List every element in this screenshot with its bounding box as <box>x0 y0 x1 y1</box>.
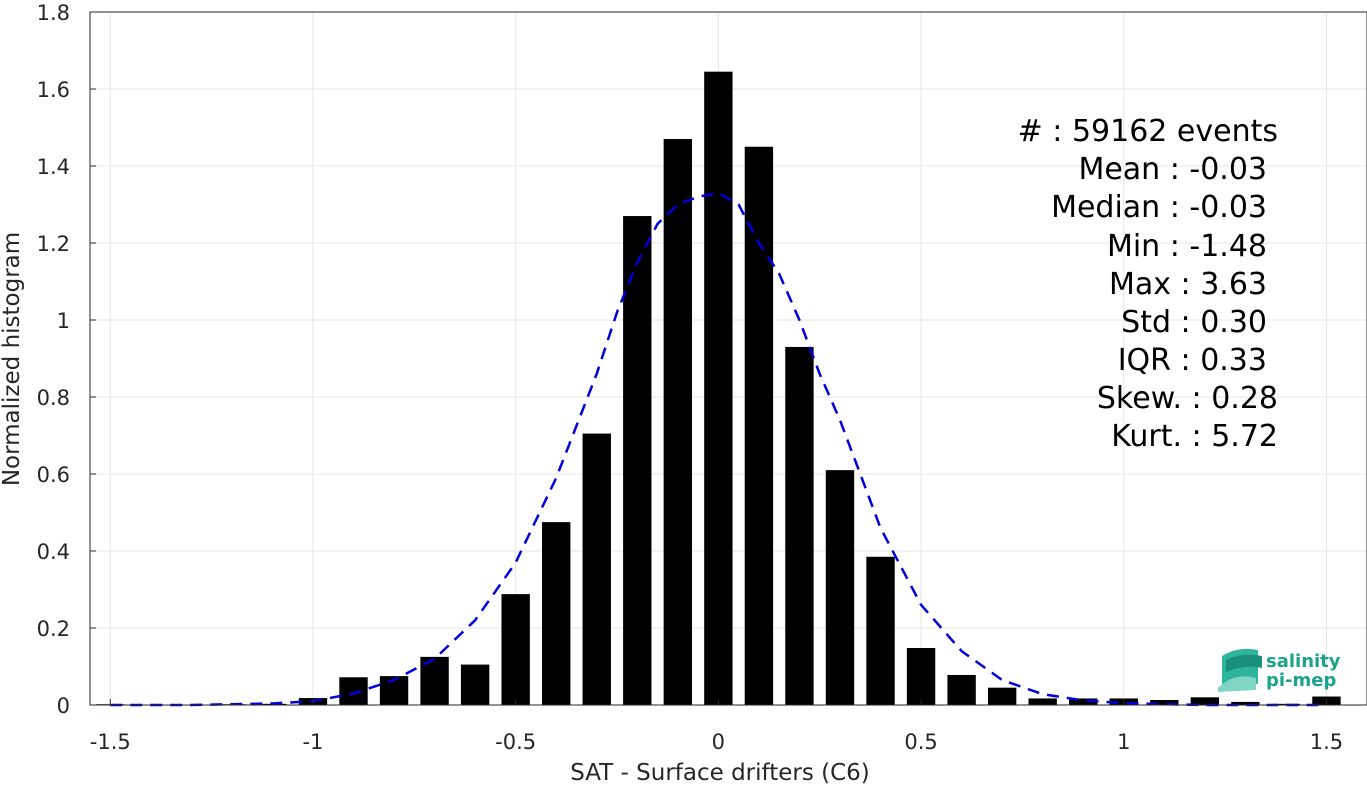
y-tick-label: 0.8 <box>37 386 70 410</box>
histogram-bar <box>582 433 611 705</box>
x-tick-label: -1.5 <box>90 730 131 754</box>
histogram-bar <box>339 677 368 705</box>
histogram-bars <box>96 71 1341 706</box>
y-axis-label: Normalized histogram <box>0 232 25 486</box>
stat-iqr: IQR : 0.33 <box>1118 343 1267 378</box>
wave-logo-icon <box>1218 648 1262 692</box>
histogram-bar <box>1231 701 1260 705</box>
y-axis-ticks: 0 0.2 0.4 0.6 0.8 1 1.2 1.4 1.6 1.8 <box>37 1 96 718</box>
histogram-bar <box>947 674 976 705</box>
axes-box <box>89 11 1367 706</box>
x-tick-label: 1.5 <box>1310 730 1343 754</box>
x-tick-label: 1 <box>1117 730 1130 754</box>
histogram-bar <box>987 687 1017 705</box>
stat-mean: Mean : -0.03 <box>1078 152 1267 187</box>
y-tick-label: 1.8 <box>37 1 70 25</box>
normal-fit-curve <box>110 191 1327 707</box>
stat-kurt: Kurt. : 5.72 <box>1111 419 1278 454</box>
y-tick-label: 0.6 <box>37 463 70 487</box>
histogram-bar <box>704 71 733 706</box>
stat-std: Std : 0.30 <box>1121 305 1267 340</box>
salinity-pi-mep-logo: salinity pi-mep <box>1218 648 1341 692</box>
histogram-bar <box>906 648 936 705</box>
y-tick-label: 1.6 <box>37 78 70 102</box>
logo-text-pi-mep: pi-mep <box>1266 670 1336 691</box>
stat-min: Min : -1.48 <box>1107 229 1267 264</box>
statistics-box: # : 59162 events Mean : -0.03 Median : -… <box>1018 114 1278 454</box>
histogram-bar <box>785 346 814 705</box>
histogram-bar <box>1028 698 1057 705</box>
histogram-bar <box>501 594 530 705</box>
x-tick-label: -1 <box>302 730 323 754</box>
y-tick-label: 0 <box>57 694 70 718</box>
stat-count: # : 59162 events <box>1018 114 1278 149</box>
logo-text-salinity: salinity <box>1266 651 1341 672</box>
histogram-bar <box>1069 698 1098 705</box>
y-tick-label: 0.2 <box>37 617 70 641</box>
histogram-bar <box>866 556 895 705</box>
y-tick-label: 1.4 <box>37 155 70 179</box>
stat-max: Max : 3.63 <box>1109 267 1267 302</box>
histogram-bar <box>460 664 490 705</box>
histogram-bar <box>1190 697 1220 705</box>
y-tick-label: 1.2 <box>37 232 70 256</box>
histogram-bar <box>825 470 855 705</box>
stat-median: Median : -0.03 <box>1051 190 1267 225</box>
y-tick-label: 0.4 <box>37 540 70 564</box>
x-axis-ticks: -1.5 -1 -0.5 0 0.5 1 1.5 <box>90 699 1343 754</box>
x-tick-label: 0.5 <box>904 730 937 754</box>
histogram-bar <box>663 139 693 706</box>
stat-skew: Skew. : 0.28 <box>1097 381 1278 416</box>
x-tick-label: -0.5 <box>495 730 536 754</box>
histogram-bar <box>744 146 774 705</box>
histogram-bar <box>1150 699 1179 705</box>
histogram-bar <box>1271 703 1301 705</box>
y-tick-label: 1 <box>57 309 70 333</box>
x-tick-label: 0 <box>712 730 725 754</box>
x-axis-label: SAT - Surface drifters (C6) <box>570 760 870 785</box>
histogram-bar <box>623 216 652 706</box>
histogram-bar <box>542 522 571 705</box>
